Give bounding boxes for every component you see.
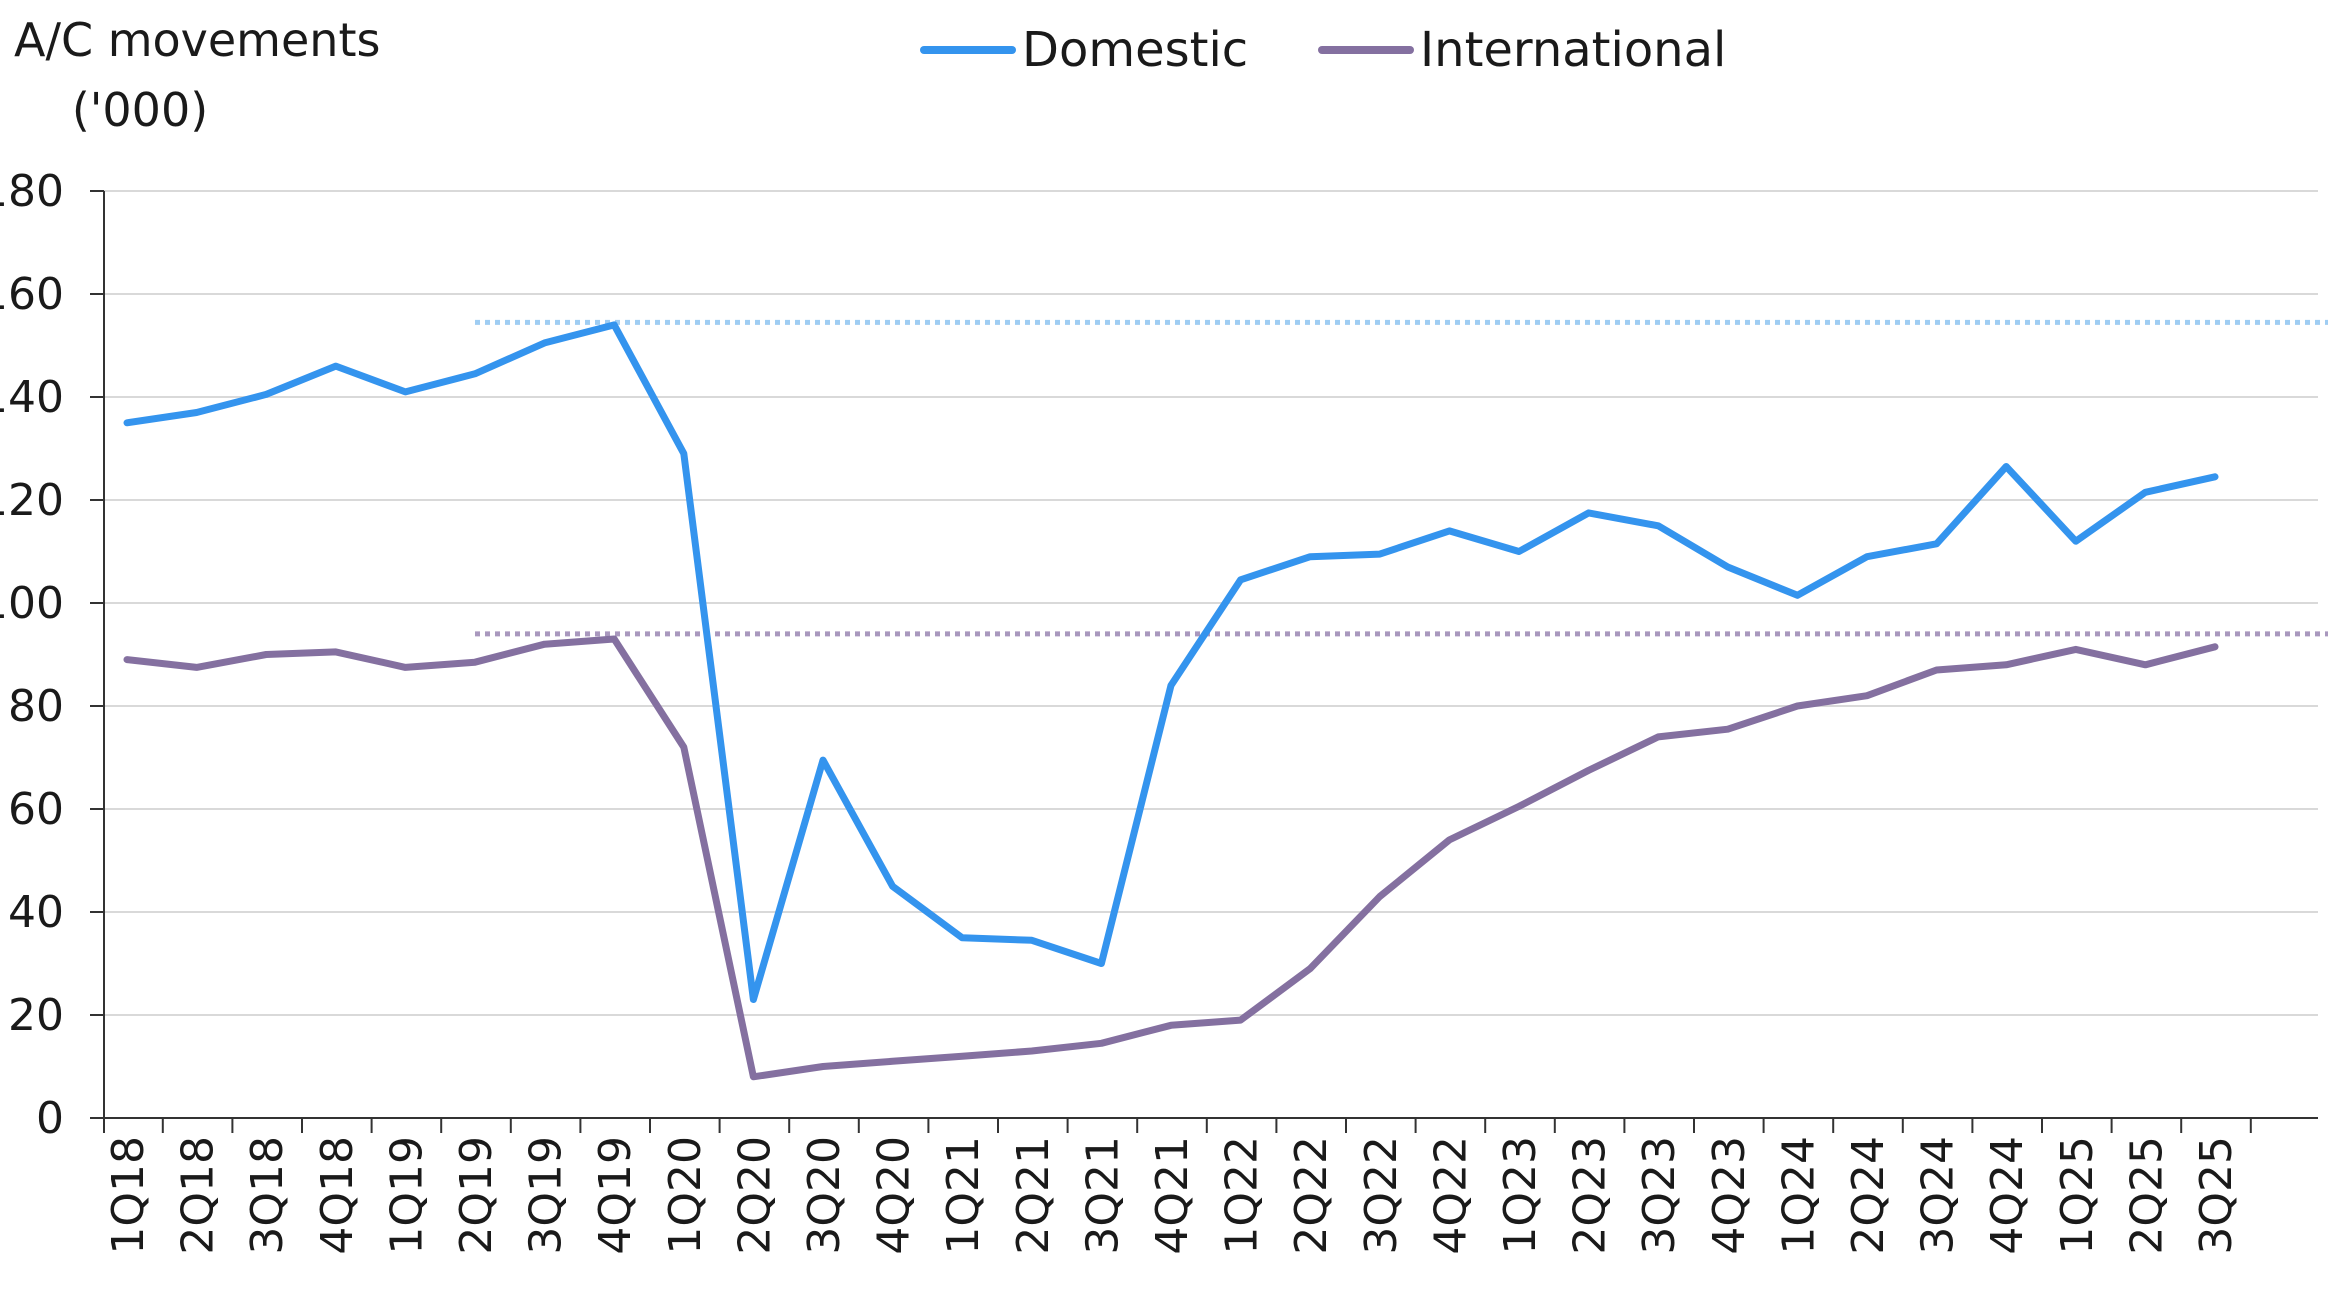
x-tick-label: 2Q21: [1008, 1136, 1059, 1255]
reference-lines: [475, 319, 2328, 637]
gridlines: [104, 190, 2318, 1016]
axes: 0 20 40 60 80 100 120 140 160 180 1Q18 2Q18 3Q18 4Q18…: [0, 166, 2318, 1255]
x-tick-label: 2Q24: [1843, 1136, 1894, 1255]
x-tick-label: 1Q21: [938, 1136, 989, 1255]
x-tick-label: 4Q24: [1982, 1136, 2033, 1255]
y-axis-label: A/C movements: [14, 13, 380, 67]
y-tick-label: 40: [8, 887, 64, 938]
y-tick-label: 80: [8, 681, 64, 732]
x-tick-label: 1Q23: [1495, 1136, 1546, 1255]
x-tick-label: 1Q22: [1217, 1136, 1268, 1255]
x-tick-label: 2Q19: [451, 1136, 502, 1255]
x-tick-label: 3Q23: [1634, 1136, 1685, 1255]
x-tick-label: 3Q24: [1913, 1136, 1964, 1255]
x-tick-label: 3Q25: [2191, 1136, 2242, 1255]
y-tick-label: 100: [0, 578, 64, 629]
series-line-domestic: [123, 321, 2219, 1003]
x-tick-label: 2Q25: [2121, 1136, 2172, 1255]
x-tick-label: 4Q18: [312, 1136, 363, 1255]
y-tick-label: 60: [8, 784, 64, 835]
x-tick-label: 2Q18: [173, 1136, 224, 1255]
legend-label-domestic: Domestic: [1022, 22, 1248, 78]
x-tick-label: 1Q24: [1773, 1136, 1824, 1255]
y-axis-label-unit: ('000): [72, 83, 208, 137]
x-tick-label: 2Q23: [1565, 1136, 1616, 1255]
x-tick-label: 3Q20: [799, 1136, 850, 1255]
x-tick-label: 3Q18: [242, 1136, 293, 1255]
y-tick-label: 120: [0, 475, 64, 526]
x-tick-label: 1Q19: [381, 1136, 432, 1255]
y-tick-label: 140: [0, 372, 64, 423]
legend-label-international: International: [1420, 22, 1726, 78]
x-tick-label: 3Q19: [521, 1136, 572, 1255]
x-tick-label: 2Q22: [1286, 1136, 1337, 1255]
x-tick-label: 4Q23: [1704, 1136, 1755, 1255]
y-tick-label: 20: [8, 990, 64, 1041]
series-lines: [123, 321, 2219, 1081]
x-tick-label: 4Q20: [869, 1136, 920, 1255]
x-tick-label: 4Q21: [1147, 1136, 1198, 1255]
x-tick-label: 3Q21: [1077, 1136, 1128, 1255]
x-tick-label: 1Q20: [660, 1136, 711, 1255]
x-tick-label: 3Q22: [1356, 1136, 1407, 1255]
legend: Domestic International: [920, 22, 1726, 78]
y-tick-label: 180: [0, 166, 64, 217]
y-tick-label: 0: [36, 1093, 64, 1144]
x-tick-label: 4Q22: [1425, 1136, 1476, 1255]
x-tick-label: 4Q19: [590, 1136, 641, 1255]
series-line-international: [123, 635, 2219, 1081]
x-tick-label: 1Q18: [103, 1136, 154, 1255]
x-tick-label: 2Q20: [729, 1136, 780, 1255]
x-tick-label: 1Q25: [2052, 1136, 2103, 1255]
y-tick-label: 160: [0, 269, 64, 320]
